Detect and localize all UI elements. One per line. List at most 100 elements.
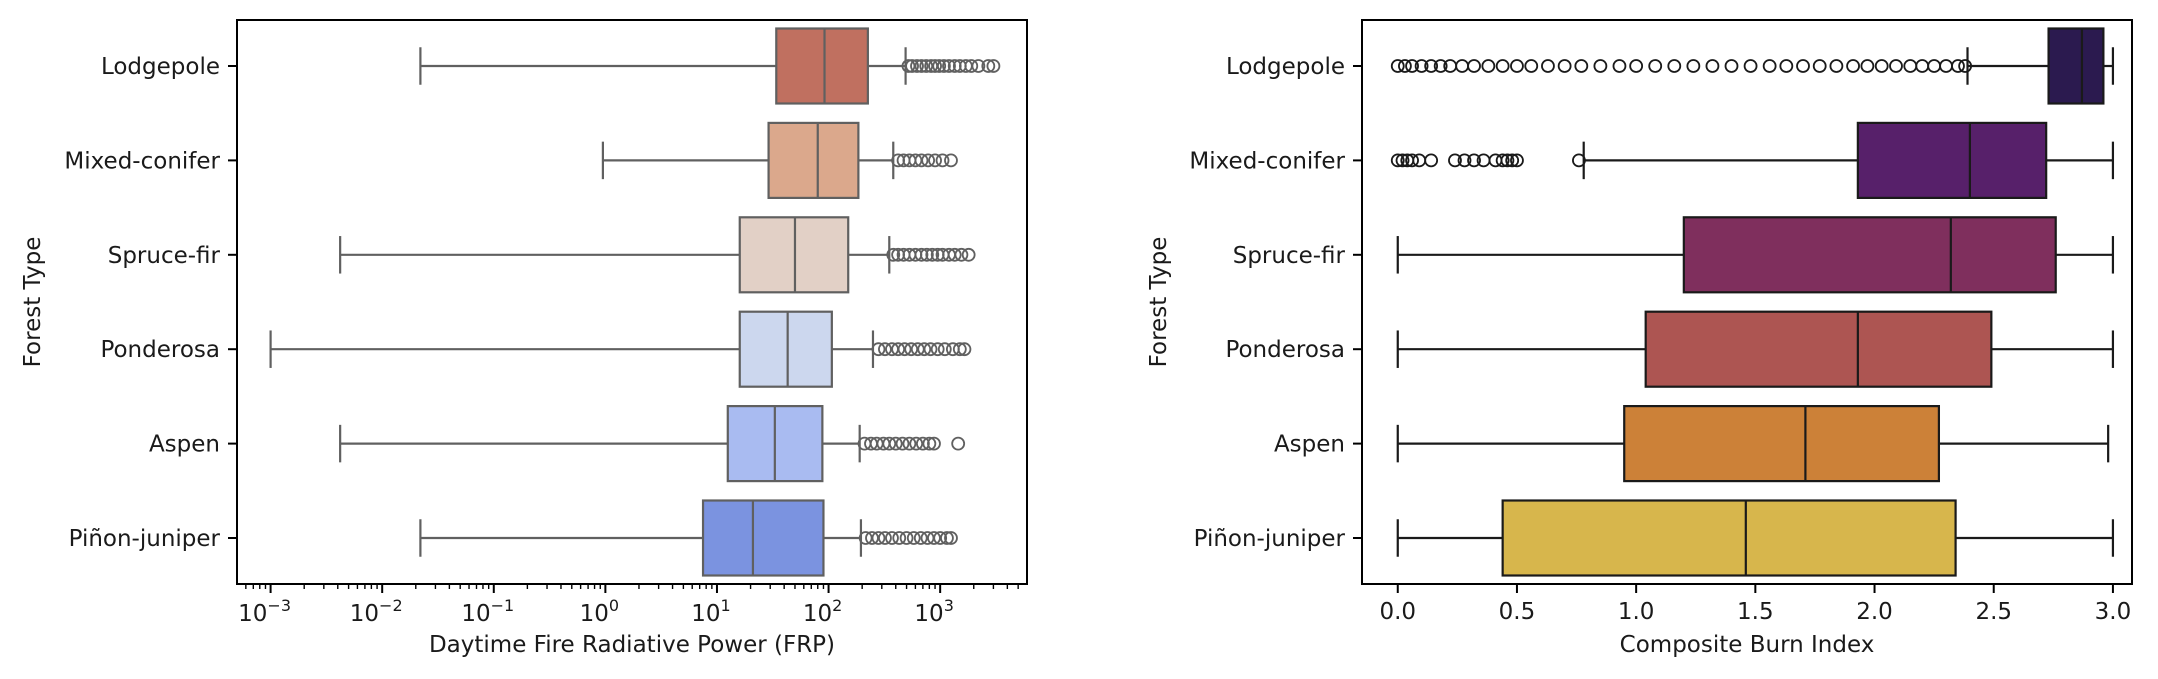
outlier-point	[919, 247, 934, 262]
outlier-point	[871, 342, 886, 357]
outlier-point	[944, 153, 958, 168]
x-tick-label: 2.0	[1856, 599, 1893, 625]
outlier-point	[928, 153, 942, 168]
outlier-point	[915, 436, 930, 451]
frp-boxplot-panel: Lodgepole Mixed-conifer Spruce-fir Ponderos…	[20, 19, 1028, 658]
outlier-point	[1860, 59, 1875, 73]
x-tick-label: 103	[914, 596, 953, 627]
x-tick-label: 10−3	[238, 596, 291, 627]
box-mixed-conifer	[601, 121, 958, 200]
box-iqr	[1644, 310, 1993, 388]
outlier-point	[1495, 59, 1510, 73]
outlier-point	[945, 342, 960, 357]
outlier-point	[1958, 59, 1973, 73]
outlier-point	[1939, 59, 1953, 73]
y-tick-label: Piñon-juniper	[1194, 526, 1346, 552]
outlier-point	[1424, 153, 1439, 168]
y-tick-label: Lodgepole	[1226, 54, 1345, 80]
outlier-point	[901, 59, 916, 73]
outlier-point	[895, 436, 910, 451]
axes-frame	[236, 19, 1028, 585]
x-tick-label: 10−2	[350, 596, 403, 627]
x-tick-label: 10−1	[461, 596, 514, 627]
y-tick-label: Aspen	[149, 432, 220, 458]
outlier-point	[947, 247, 962, 262]
box-pi-on-juniper	[419, 499, 958, 577]
axes-frame	[1361, 19, 2133, 585]
box-mixed-conifer	[1390, 121, 2115, 200]
box-iqr	[767, 121, 860, 200]
outlier-point	[937, 342, 952, 357]
outlier-point	[914, 59, 929, 73]
box-spruce-fir	[1396, 216, 2115, 294]
y-tick-label: Lodgepole	[101, 54, 220, 80]
box-aspen	[1396, 405, 2110, 483]
outlier-point	[882, 436, 897, 451]
box-iqr	[1623, 405, 1941, 483]
outlier-point	[951, 436, 966, 451]
outlier-point	[1796, 59, 1810, 73]
outlier-point	[1500, 153, 1515, 168]
outlier-point	[1448, 153, 1462, 168]
y-tick-label: Spruce-fir	[108, 243, 221, 269]
outlier-point	[1829, 59, 1844, 73]
y-tick-label: Aspen	[1274, 432, 1345, 458]
outlier-point	[1557, 59, 1572, 73]
outlier-point	[1779, 59, 1794, 73]
x-tick-label: 1.5	[1737, 599, 1774, 625]
x-tick-label: 0.5	[1499, 599, 1536, 625]
box-iqr	[2047, 27, 2105, 105]
outlier-point	[1481, 59, 1496, 73]
box-aspen	[339, 405, 966, 483]
outlier-point	[964, 59, 979, 73]
box-iqr	[1856, 121, 2048, 200]
outlier-point	[914, 153, 929, 168]
outlier-point	[919, 59, 934, 73]
outlier-point	[957, 342, 972, 357]
outlier-point	[886, 247, 901, 262]
box-pi-on-juniper	[1396, 499, 2115, 577]
outlier-point	[921, 153, 936, 168]
x-tick-label: 2.5	[1975, 599, 2012, 625]
outlier-point	[1455, 59, 1470, 73]
box-ponderosa	[1396, 310, 2115, 388]
outlier-point	[1390, 59, 1405, 73]
x-tick-label: 1.0	[1618, 599, 1655, 625]
outlier-point	[944, 531, 958, 545]
outlier-point	[1390, 153, 1405, 168]
outlier-point	[909, 436, 924, 451]
outlier-point	[1889, 59, 1903, 73]
outlier-point	[1927, 59, 1942, 73]
y-tick-label: Mixed-conifer	[64, 148, 220, 174]
cbi-boxplot-panel: Lodgepole Mixed-conifer Spruce-fir Ponderos…	[1146, 19, 2133, 658]
outlier-point	[914, 247, 929, 262]
outlier-point	[1495, 153, 1510, 168]
outlier-point	[932, 59, 947, 73]
outlier-point	[1724, 59, 1739, 73]
outlier-point	[1667, 59, 1682, 73]
outlier-point	[936, 59, 951, 73]
outlier-point	[891, 342, 906, 357]
box-iqr	[1682, 216, 2057, 294]
outlier-point	[1510, 59, 1524, 73]
outlier-point	[922, 436, 937, 451]
outlier-point	[878, 531, 892, 545]
box-ponderosa	[269, 310, 972, 388]
outlier-point	[1629, 59, 1644, 73]
outlier-point	[904, 342, 919, 357]
outlier-point	[1743, 59, 1758, 73]
outlier-point	[971, 59, 986, 73]
outlier-point	[1424, 59, 1439, 73]
outlier-point	[928, 59, 942, 73]
outlier-point	[913, 531, 928, 545]
outlier-point	[986, 59, 1001, 73]
outlier-point	[1762, 59, 1777, 73]
outlier-point	[935, 153, 950, 168]
outlier-point	[1612, 59, 1627, 73]
outlier-point	[923, 342, 938, 357]
outlier-point	[1405, 153, 1419, 168]
box-lodgepole	[419, 27, 1001, 105]
outlier-point	[885, 531, 899, 545]
outlier-point	[1412, 153, 1427, 168]
y-tick-label: Piñon-juniper	[69, 526, 221, 552]
